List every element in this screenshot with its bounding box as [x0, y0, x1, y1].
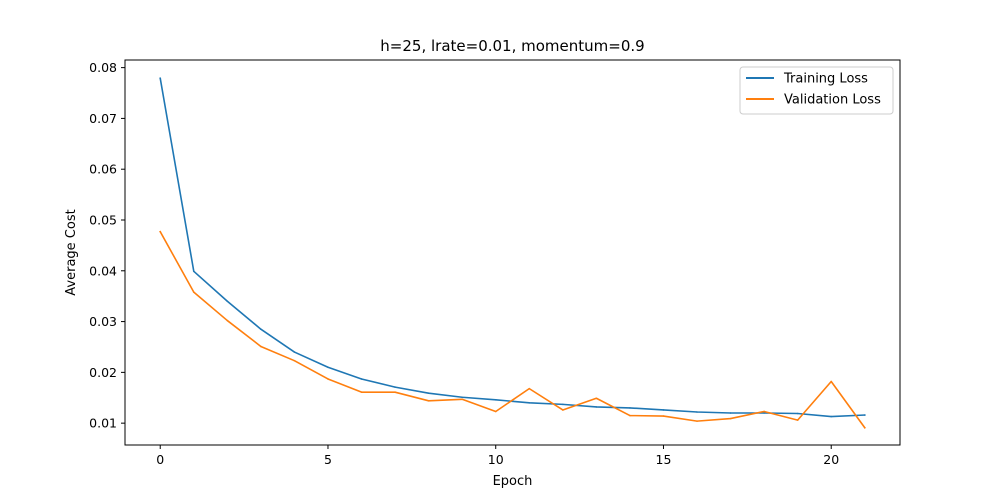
plot-frame	[124, 59, 901, 446]
training-loss-point	[461, 396, 463, 399]
validation-loss-point	[863, 426, 866, 429]
training-loss-point	[360, 378, 363, 380]
training-loss-point	[662, 409, 665, 411]
plot-area	[125, 60, 900, 445]
validation-loss-point	[226, 319, 229, 322]
validation-loss-point	[562, 409, 564, 411]
training-loss-point	[260, 328, 262, 331]
validation-loss-point	[528, 387, 531, 390]
training-loss-point	[494, 399, 497, 401]
x-tick-label: 15	[656, 452, 672, 467]
validation-loss-point	[696, 420, 698, 422]
training-loss-point	[696, 411, 698, 413]
validation-loss-point	[796, 419, 799, 421]
validation-loss-point	[494, 410, 497, 413]
validation-loss-point	[394, 391, 396, 393]
x-tick-label: 5	[324, 452, 332, 467]
y-axis-label: Average Cost	[64, 209, 79, 295]
validation-loss-point	[595, 397, 598, 400]
y-tick-label: 0.07	[89, 111, 117, 126]
x-tick-label: 10	[488, 452, 504, 467]
y-tick-label: 0.04	[89, 263, 117, 278]
training-loss-point	[293, 351, 296, 353]
validation-loss-point	[159, 230, 162, 233]
legend-label-validation-loss: Validation Loss	[784, 93, 881, 108]
y-tick-label: 0.01	[89, 416, 117, 431]
legend: Training Loss Validation Loss	[739, 66, 894, 115]
training-loss-point	[192, 270, 195, 273]
training-loss-point	[427, 392, 430, 394]
x-tick-label: 20	[823, 452, 839, 467]
training-loss-point	[830, 415, 833, 418]
validation-loss-point	[192, 291, 195, 293]
training-loss-point	[763, 412, 765, 414]
validation-loss-point	[662, 415, 665, 417]
training-loss-point	[327, 366, 329, 369]
legend-label-training-loss: Training Loss	[783, 72, 868, 87]
axis-ticks: 0 5 10 15 20 0.01 0.02 0.03 0.04 0.05 0.06 0.07 0.08	[89, 60, 839, 467]
y-tick-label: 0.02	[89, 365, 117, 380]
validation-loss-point	[260, 345, 262, 348]
training-loss-point	[528, 402, 531, 404]
series-lines	[159, 77, 866, 429]
validation-loss-point	[461, 398, 463, 401]
training-loss-point	[796, 412, 799, 415]
validation-loss-line	[159, 230, 866, 429]
training-loss-point	[394, 386, 396, 388]
validation-loss-point	[327, 378, 329, 380]
x-tick-label: 0	[156, 452, 164, 467]
validation-loss-point	[427, 400, 430, 402]
x-axis-label: Epoch	[493, 474, 533, 489]
validation-loss-point	[830, 380, 833, 383]
training-loss-point	[629, 407, 631, 409]
y-tick-label: 0.08	[89, 60, 117, 75]
validation-loss-point	[763, 410, 765, 413]
validation-loss-point	[360, 391, 363, 393]
chart-title: h=25, lrate=0.01, momentum=0.9	[380, 37, 644, 55]
validation-loss-point	[729, 417, 732, 420]
training-loss-point	[863, 414, 866, 416]
training-loss-point	[226, 300, 229, 303]
training-loss-point	[729, 412, 732, 414]
validation-loss-point	[629, 414, 631, 417]
validation-loss-point	[293, 359, 296, 362]
legend-box	[739, 66, 894, 115]
y-tick-label: 0.03	[89, 314, 117, 329]
training-loss-point	[595, 406, 598, 408]
y-tick-label: 0.06	[89, 162, 117, 177]
training-loss-point	[562, 403, 564, 406]
training-loss-point	[159, 77, 162, 80]
y-tick-label: 0.05	[89, 212, 117, 227]
training-loss-line	[159, 77, 866, 418]
